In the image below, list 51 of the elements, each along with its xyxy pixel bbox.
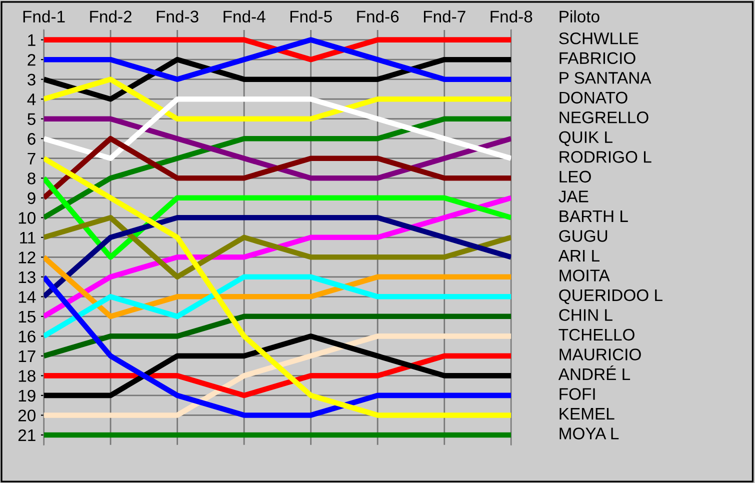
y-tick-label: 19	[18, 390, 36, 402]
x-tick-label: Fnd-3	[156, 10, 198, 22]
y-tick-label: 10	[18, 212, 36, 224]
y-tick-label: 14	[18, 291, 36, 303]
y-tick-label: 3	[28, 74, 36, 86]
x-tick-label: Fnd-8	[490, 10, 532, 22]
x-tick-label: Fnd-7	[424, 10, 466, 22]
y-tick-label: 2	[28, 54, 36, 66]
text: LEO	[560, 170, 591, 183]
text: FABRICIO	[560, 52, 636, 64]
y-tick-label: 18	[18, 370, 36, 382]
text: QUIK L	[559, 131, 612, 146]
x-tick-label: Fnd-5	[290, 10, 332, 22]
y-tick-label: 16	[18, 330, 36, 342]
y-tick-label: 9	[28, 192, 36, 204]
text: TCHELLO	[558, 328, 634, 341]
text: ARI L	[558, 250, 600, 262]
y-tick-label: 6	[28, 133, 36, 145]
y-tick-label: 12	[18, 252, 36, 264]
y-tick-label: 11	[20, 232, 36, 244]
text: BARTH L	[560, 210, 628, 222]
text: GUGU	[559, 230, 608, 242]
text: FOFI	[560, 388, 595, 400]
y-tick-label: 8	[28, 172, 36, 184]
y-tick-label: 13	[18, 271, 36, 284]
y-tick-label: 7	[28, 152, 36, 164]
y-tick-label: 20	[18, 410, 36, 422]
x-tick-label: Fnd-1	[23, 10, 65, 22]
y-tick-label: 1	[28, 34, 36, 46]
text: DONATO	[560, 92, 628, 104]
y-tick-label: 4	[27, 94, 36, 106]
text: NEGRELLO	[560, 112, 648, 124]
x-tick-label: Fnd-2	[90, 10, 132, 22]
text: MOYA L	[560, 428, 619, 440]
text: SCHWLLE	[559, 32, 638, 44]
y-tick-label: 5	[28, 113, 36, 126]
text: KEMEL	[560, 408, 614, 420]
x-tick-label: Fnd-4	[224, 10, 266, 22]
y-tick-label: 21	[18, 429, 36, 442]
text: P SANTANA	[560, 72, 652, 84]
x-tick-label: Fnd-6	[357, 10, 399, 22]
text: MAURICIO	[560, 348, 641, 360]
text: RODRIGO L	[560, 151, 652, 163]
y-tick-label: 17	[18, 350, 36, 362]
text: ANDRÉ L	[558, 366, 630, 380]
text: JAE	[558, 190, 588, 202]
y-tick-label: 15	[18, 310, 36, 323]
text: QUERIDOO L	[559, 289, 662, 304]
text: CHIN L	[559, 309, 612, 321]
text: MOITA	[560, 270, 610, 282]
legend-title: Piloto	[560, 10, 600, 22]
